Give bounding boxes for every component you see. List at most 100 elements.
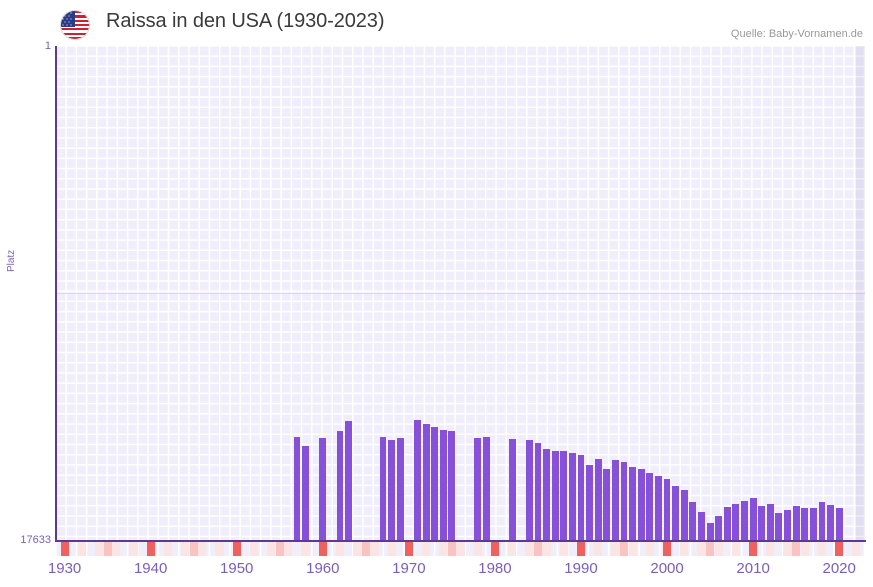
x-axis-tick-label: 2000 — [650, 560, 684, 577]
bar — [809, 507, 817, 541]
x-tick-marker — [594, 542, 603, 556]
bar — [439, 430, 447, 541]
bar — [560, 450, 568, 541]
x-tick-marker — [60, 542, 69, 556]
x-tick-marker — [129, 542, 138, 556]
x-tick-marker — [112, 542, 121, 556]
bar — [448, 431, 456, 541]
bar — [431, 426, 439, 541]
bar — [336, 430, 344, 541]
bar — [672, 486, 680, 541]
x-tick-marker — [189, 542, 198, 556]
bar — [732, 504, 740, 541]
bar — [637, 469, 645, 541]
x-tick-marker — [559, 542, 568, 556]
grid-midline — [56, 293, 865, 294]
bar — [551, 451, 559, 541]
bar — [698, 512, 705, 541]
bar — [396, 437, 404, 541]
x-axis-tick-label: 1950 — [220, 560, 254, 577]
bar — [655, 476, 662, 541]
bar — [414, 420, 421, 541]
x-tick-marker — [215, 542, 224, 556]
bar — [422, 423, 430, 541]
x-tick-marker — [249, 542, 259, 556]
bar-series — [56, 46, 865, 541]
x-tick-marker — [835, 542, 844, 556]
x-axis-tick-strip — [56, 542, 865, 556]
x-tick-marker — [353, 542, 362, 556]
x-axis-tick-label: 1970 — [392, 560, 426, 577]
x-axis-tick-label: 2020 — [822, 560, 856, 577]
bar — [827, 504, 834, 541]
bar — [543, 448, 550, 541]
x-tick-marker — [852, 542, 861, 556]
x-tick-marker — [103, 542, 112, 556]
bar — [388, 439, 396, 541]
bar — [603, 469, 611, 541]
x-tick-marker — [335, 542, 345, 556]
x-tick-marker — [533, 542, 543, 556]
chart-header: Raissa in den USA (1930-2023) Quelle: Ba… — [0, 0, 873, 46]
x-tick-marker — [421, 542, 431, 556]
x-tick-marker — [404, 542, 413, 556]
bar — [663, 478, 671, 541]
bar — [835, 507, 843, 541]
y-axis-title: Platz — [6, 249, 17, 272]
bar — [766, 504, 774, 541]
x-tick-marker — [275, 542, 284, 556]
bar — [689, 501, 697, 541]
bar — [586, 464, 594, 541]
x-axis-line — [55, 540, 866, 542]
x-tick-marker — [783, 542, 792, 556]
x-tick-marker — [301, 542, 310, 556]
x-axis-tick-label: 1980 — [478, 560, 512, 577]
bar — [784, 510, 791, 541]
x-axis-tick-label: 2010 — [736, 560, 770, 577]
bar — [749, 497, 757, 541]
bar — [629, 467, 637, 541]
x-tick-marker — [645, 542, 654, 556]
bar — [775, 513, 783, 541]
bar — [620, 461, 628, 541]
x-tick-marker — [611, 542, 620, 556]
x-tick-marker — [817, 542, 827, 556]
x-tick-marker — [284, 542, 293, 556]
bar — [568, 453, 576, 541]
bar — [646, 472, 654, 541]
x-tick-marker — [680, 542, 689, 556]
bar — [818, 501, 826, 541]
bar — [758, 506, 766, 541]
bar — [594, 458, 602, 541]
x-tick-marker — [619, 542, 629, 556]
x-tick-marker — [542, 542, 551, 556]
x-axis-tick-label: 1990 — [564, 560, 598, 577]
x-tick-marker — [697, 542, 706, 556]
x-tick-marker — [94, 542, 104, 556]
bar — [474, 438, 482, 541]
future-shaded-region — [856, 46, 865, 541]
bar — [534, 442, 542, 541]
x-tick-marker — [163, 542, 172, 556]
x-tick-marker — [447, 542, 456, 556]
x-tick-marker — [662, 542, 672, 556]
x-tick-marker — [439, 542, 448, 556]
bar — [379, 437, 387, 541]
x-tick-marker — [361, 542, 370, 556]
page-title: Raissa in den USA (1930-2023) — [106, 10, 385, 32]
x-tick-marker — [232, 542, 241, 556]
x-tick-marker — [387, 542, 396, 556]
bar — [801, 507, 809, 541]
x-tick-marker — [525, 542, 534, 556]
x-tick-marker — [508, 542, 517, 556]
x-axis-tick-label: 1960 — [306, 560, 340, 577]
y-axis-tick-top: 1 — [44, 40, 51, 52]
x-tick-marker — [77, 542, 86, 556]
x-tick-marker — [490, 542, 499, 556]
x-tick-marker — [180, 542, 190, 556]
x-tick-marker — [749, 542, 758, 556]
x-tick-marker — [576, 542, 586, 556]
x-axis-tick-label: 1940 — [133, 560, 168, 577]
bar — [345, 421, 353, 541]
x-tick-marker — [146, 542, 155, 556]
